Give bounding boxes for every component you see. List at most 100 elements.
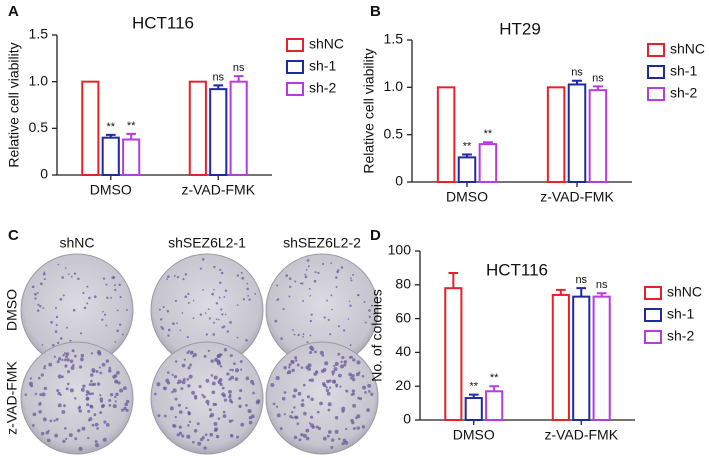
colony <box>81 426 86 431</box>
colony <box>61 276 64 279</box>
colony <box>222 410 226 414</box>
colony <box>343 363 347 367</box>
error-bar <box>213 84 224 90</box>
colony <box>352 358 356 362</box>
error-bar <box>489 385 500 392</box>
colony <box>45 430 49 435</box>
colony <box>73 272 77 275</box>
colony <box>59 298 63 301</box>
colony <box>248 420 253 425</box>
significance-label: ns <box>596 279 608 291</box>
colony <box>213 288 215 291</box>
colony <box>242 298 246 301</box>
colony <box>347 318 350 320</box>
colony <box>302 335 305 338</box>
plate <box>20 341 134 455</box>
colony <box>57 391 61 396</box>
colony <box>226 330 229 333</box>
colony <box>215 302 219 305</box>
colony <box>355 416 358 420</box>
colony <box>189 351 194 355</box>
colony <box>36 309 40 312</box>
colony <box>178 410 183 414</box>
colony <box>309 294 312 297</box>
colony <box>335 383 339 387</box>
error-bar <box>592 85 603 91</box>
colony <box>348 356 352 359</box>
bar <box>546 86 566 183</box>
colony <box>292 394 296 399</box>
colony <box>290 410 294 414</box>
colony <box>102 437 107 442</box>
colony <box>123 386 127 391</box>
x-tick-label: DMSO <box>453 427 495 443</box>
colony <box>245 404 248 407</box>
colony <box>166 381 171 385</box>
colony <box>197 441 202 446</box>
colony <box>228 377 232 381</box>
colony <box>85 393 88 397</box>
colony <box>219 281 222 285</box>
error-bar <box>482 141 493 145</box>
column-label: shSEZ6L2-1 <box>168 235 246 251</box>
colony <box>182 278 185 281</box>
legend-swatch <box>647 43 665 57</box>
colony <box>125 309 128 311</box>
colony <box>372 312 375 315</box>
colony <box>176 381 180 385</box>
legend-swatch <box>644 308 662 322</box>
colony <box>64 355 68 359</box>
colony <box>95 443 100 448</box>
colony <box>65 352 70 356</box>
colony <box>276 413 281 418</box>
colony <box>41 344 44 346</box>
colony <box>340 266 344 269</box>
colony <box>230 434 234 438</box>
colony <box>172 424 177 428</box>
colony <box>62 354 65 357</box>
colony <box>40 282 43 286</box>
colony <box>87 436 90 440</box>
colony <box>330 438 335 442</box>
colony <box>351 377 356 382</box>
colony <box>326 434 330 438</box>
colony <box>24 393 28 397</box>
colony <box>302 433 307 438</box>
colony <box>366 408 370 412</box>
colony <box>252 391 255 395</box>
colony <box>230 400 234 404</box>
colony <box>66 358 70 362</box>
colony <box>204 312 207 314</box>
colony <box>321 354 325 357</box>
bar <box>81 80 100 176</box>
colony <box>50 320 53 324</box>
colony <box>229 321 232 324</box>
colony <box>302 383 306 387</box>
colony <box>246 282 249 285</box>
colony <box>350 279 353 282</box>
error-bar <box>596 292 607 297</box>
colony <box>334 361 339 366</box>
y-axis-label: Relative cell viability <box>6 42 22 167</box>
colony <box>309 319 313 323</box>
colony <box>95 370 99 373</box>
bar <box>551 293 570 421</box>
colony <box>107 369 112 373</box>
colony <box>173 274 176 277</box>
legend-label: sh-2 <box>670 85 697 101</box>
y-tick-label: 60 <box>395 309 411 325</box>
colony <box>305 269 308 271</box>
colony <box>102 310 104 313</box>
colony <box>114 395 117 399</box>
row-label: DMSO <box>4 289 20 331</box>
y-tick-label: 0 <box>395 173 403 189</box>
colony <box>358 397 363 401</box>
colony <box>238 404 242 409</box>
colony <box>118 323 122 326</box>
colony <box>334 416 339 420</box>
colony <box>40 431 45 436</box>
colony <box>306 341 309 344</box>
colony <box>186 378 190 381</box>
colony <box>105 283 108 286</box>
colony <box>352 426 356 430</box>
